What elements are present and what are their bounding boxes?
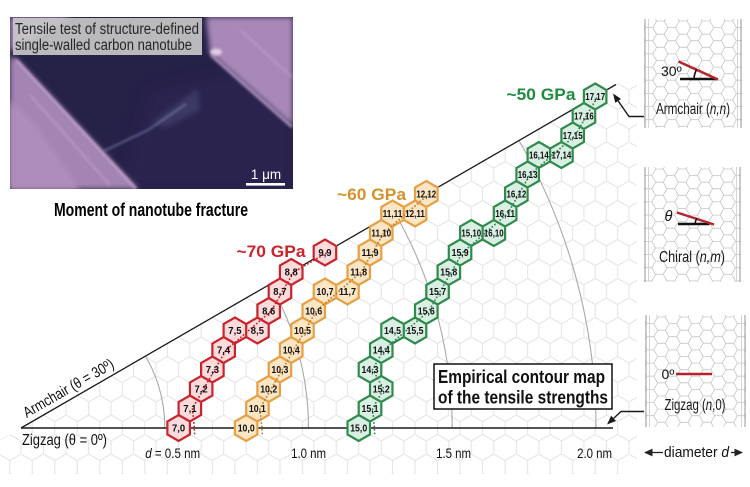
svg-text:Armchair (n,n): Armchair (n,n) <box>656 101 730 118</box>
svg-text:14,4: 14,4 <box>373 346 390 357</box>
svg-text:1.0 nm: 1.0 nm <box>291 446 326 461</box>
svg-text:Empirical contour map: Empirical contour map <box>438 366 605 387</box>
svg-text:10,5: 10,5 <box>294 326 311 337</box>
svg-text:0º: 0º <box>662 366 675 382</box>
svg-text:15,8: 15,8 <box>440 268 457 279</box>
svg-text:8,7: 8,7 <box>273 287 287 298</box>
svg-text:d = 0.5 nm: d = 0.5 nm <box>145 446 200 461</box>
svg-text:11,9: 11,9 <box>362 248 379 259</box>
svg-text:7,0: 7,0 <box>172 424 186 435</box>
svg-text:15,2: 15,2 <box>373 385 390 396</box>
svg-text:7,3: 7,3 <box>206 365 220 376</box>
svg-text:~70 GPa: ~70 GPa <box>237 243 307 261</box>
svg-text:8,8: 8,8 <box>285 268 299 279</box>
svg-text:16,12: 16,12 <box>507 190 527 201</box>
svg-text:15,10: 15,10 <box>461 229 481 240</box>
svg-text:11,7: 11,7 <box>339 287 356 298</box>
svg-text:16,11: 16,11 <box>495 209 515 220</box>
svg-text:14,3: 14,3 <box>362 365 379 376</box>
svg-text:Zigzag (n,0): Zigzag (n,0) <box>665 397 726 414</box>
svg-text:15,1: 15,1 <box>362 404 379 415</box>
svg-text:8,5: 8,5 <box>251 326 265 337</box>
svg-text:7,4: 7,4 <box>217 346 231 357</box>
svg-text:8,6: 8,6 <box>262 307 276 318</box>
svg-text:11,11: 11,11 <box>383 209 403 220</box>
svg-text:12,11: 12,11 <box>405 209 425 220</box>
svg-text:11,10: 11,10 <box>371 229 391 240</box>
svg-text:10,1: 10,1 <box>249 404 266 415</box>
svg-text:~60 GPa: ~60 GPa <box>337 186 407 204</box>
svg-text:single-walled carbon nanotube: single-walled carbon nanotube <box>15 37 192 54</box>
svg-text:17,15: 17,15 <box>563 131 583 142</box>
svg-text:7,2: 7,2 <box>195 385 209 396</box>
svg-text:10,3: 10,3 <box>271 365 288 376</box>
svg-text:θ: θ <box>665 209 673 225</box>
svg-text:17,16: 17,16 <box>574 112 594 123</box>
svg-text:15,6: 15,6 <box>418 307 435 318</box>
svg-text:of the tensile strengths: of the tensile strengths <box>438 386 608 407</box>
svg-text:~50 GPa: ~50 GPa <box>507 86 577 104</box>
svg-text:9,9: 9,9 <box>318 248 332 259</box>
svg-text:10,7: 10,7 <box>317 287 334 298</box>
svg-text:14,5: 14,5 <box>384 326 401 337</box>
svg-text:16,13: 16,13 <box>518 170 538 181</box>
svg-text:16,10: 16,10 <box>484 229 504 240</box>
svg-text:16,14: 16,14 <box>529 151 549 162</box>
svg-text:10,6: 10,6 <box>305 307 322 318</box>
svg-text:1.5 nm: 1.5 nm <box>436 446 471 461</box>
svg-text:17,14: 17,14 <box>552 151 572 162</box>
svg-text:Moment of nanotube fracture: Moment of nanotube fracture <box>54 200 248 220</box>
svg-text:Chiral (n,m): Chiral (n,m) <box>659 249 725 266</box>
svg-text:17,17: 17,17 <box>585 92 605 103</box>
svg-text:15,9: 15,9 <box>452 248 469 259</box>
svg-text:15,7: 15,7 <box>429 287 446 298</box>
svg-text:30º: 30º <box>661 63 682 79</box>
svg-text:11,8: 11,8 <box>350 268 367 279</box>
svg-text:1 μm: 1 μm <box>251 167 281 182</box>
svg-text:2.0 nm: 2.0 nm <box>577 446 612 461</box>
svg-text:diameter d: diameter d <box>664 444 730 461</box>
svg-text:10,0: 10,0 <box>238 424 255 435</box>
svg-text:Tensile test of structure-defi: Tensile test of structure-defined <box>15 21 199 38</box>
svg-text:15,5: 15,5 <box>407 326 424 337</box>
svg-text:12,12: 12,12 <box>416 190 436 201</box>
svg-text:15,0: 15,0 <box>350 424 367 435</box>
svg-text:10,2: 10,2 <box>260 385 277 396</box>
svg-text:10,4: 10,4 <box>283 346 300 357</box>
svg-text:7,1: 7,1 <box>183 404 197 415</box>
svg-text:Zigzag (θ = 0º): Zigzag (θ = 0º) <box>22 432 107 449</box>
svg-text:7,5: 7,5 <box>228 326 242 337</box>
